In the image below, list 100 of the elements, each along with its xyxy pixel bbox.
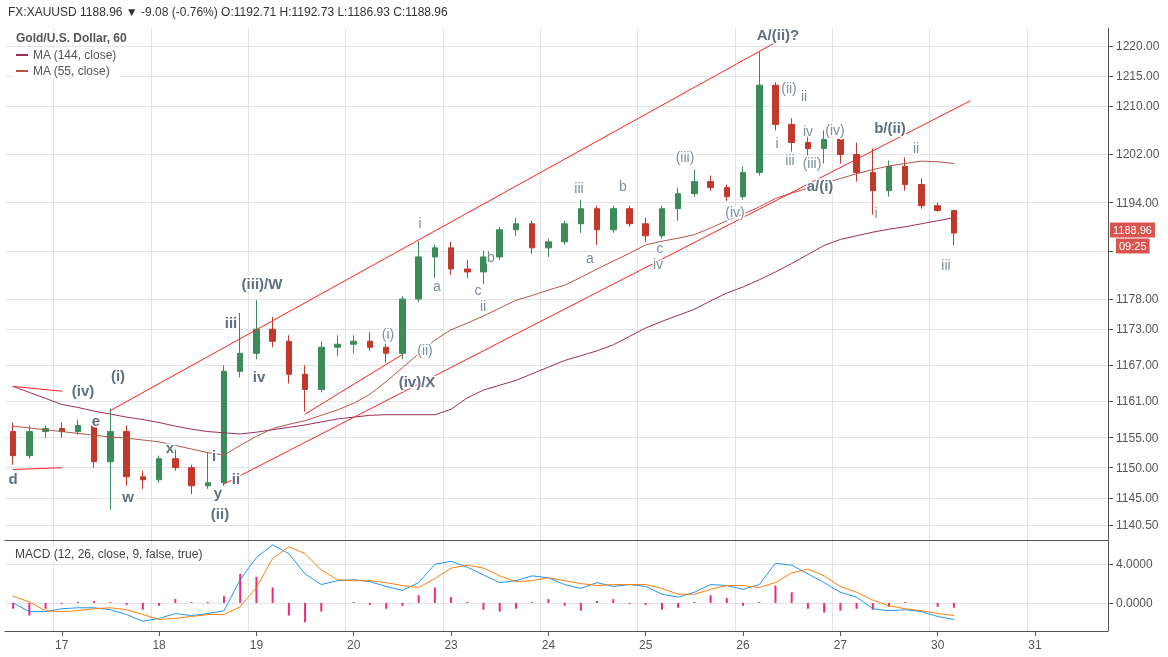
candlestick (156, 455, 162, 484)
y-tick-label: 1140.50 (1116, 517, 1159, 532)
candlestick (318, 340, 325, 393)
annotation: (i) (381, 326, 395, 342)
x-tick-label: 25 (639, 638, 653, 652)
candlestick (934, 202, 941, 213)
bar (401, 602, 404, 606)
candlestick (253, 299, 260, 360)
y-tick-label: 1210.00 (1116, 99, 1160, 114)
candlestick (529, 220, 535, 255)
x-tick-label: 24 (541, 638, 556, 652)
candlestick (772, 81, 779, 131)
candlestick (756, 51, 763, 177)
annotation: (ii) (210, 504, 230, 522)
annotation: d (8, 469, 18, 487)
candlestick (432, 244, 438, 279)
annotation: iii (224, 313, 238, 331)
candlestick (821, 129, 827, 165)
candlestick (707, 175, 714, 192)
bar (855, 602, 858, 609)
y-tick-label: 1178.00 (1116, 292, 1159, 307)
y-tick-label: 1167.00 (1116, 358, 1159, 373)
candlestick (853, 141, 860, 183)
candlestick (545, 238, 552, 258)
y-tick-label: 1150.00 (1116, 460, 1159, 475)
candlestick (918, 178, 925, 210)
candlestick (610, 205, 617, 234)
annotation: b (619, 178, 628, 194)
candlestick (302, 364, 308, 413)
x-tick-label: 30 (931, 638, 945, 652)
y-tick-label: 1194.00 (1116, 195, 1159, 210)
x-tick-label: 19 (249, 638, 264, 652)
candlestick (675, 187, 681, 222)
candlestick (691, 169, 698, 198)
bar (563, 602, 566, 606)
bar (498, 602, 501, 612)
y-tick-label: 1173.00 (1116, 322, 1159, 337)
candlestick (740, 166, 746, 201)
candlestick (886, 160, 892, 198)
candlestick (286, 334, 292, 384)
x-tick-label: 31 (1028, 638, 1042, 652)
bar (774, 585, 777, 603)
annotation: i (418, 215, 422, 231)
bar (806, 602, 809, 609)
candlestick (870, 147, 876, 216)
x-tick-label: 26 (736, 638, 751, 652)
candlestick (172, 449, 179, 472)
candlestick (496, 226, 503, 261)
candlestick (594, 205, 600, 246)
annotation: b/(ii) (874, 118, 906, 136)
candlestick (561, 220, 568, 246)
bar (174, 599, 177, 603)
annotation: x (165, 438, 175, 456)
annotation: iv (802, 123, 814, 139)
y-tick-label: 1202.00 (1116, 147, 1160, 162)
candlestick (334, 334, 341, 357)
y-tick-label: 0.0000 (1116, 595, 1154, 610)
candlestick (659, 205, 665, 240)
bar (433, 587, 436, 603)
y-tick-label: 1145.00 (1116, 490, 1159, 505)
bar (790, 592, 793, 603)
annotation: (iii)/W (241, 274, 284, 292)
bar (677, 602, 680, 608)
candlestick (188, 464, 195, 495)
candlestick (448, 241, 454, 276)
candlestick (221, 364, 227, 487)
candlestick (415, 240, 422, 303)
candlestick (399, 295, 406, 360)
annotation: (ii) (781, 80, 797, 96)
chart-title: FX:XAUUSD 1188.96 ▼ -9.08 (-0.76%) O:1192.71 H:1192.73 L:1186.93 C:1188.96 (8, 5, 449, 19)
candlestick (951, 209, 957, 246)
annotation: w (121, 487, 135, 505)
candlestick (75, 419, 81, 436)
annotation: ii (800, 88, 808, 104)
bar (952, 602, 955, 608)
annotation: a (586, 250, 595, 266)
annotation: e (91, 411, 101, 429)
candlestick (123, 425, 130, 487)
annotation: ii (912, 140, 920, 156)
annotation: b (487, 249, 496, 265)
bar (287, 602, 290, 616)
x-tick-label: 18 (152, 638, 167, 652)
bar (44, 602, 47, 609)
annotation: iii (785, 152, 795, 168)
bar (547, 599, 550, 603)
bar (936, 602, 939, 607)
candlestick (269, 316, 276, 348)
bar (304, 602, 307, 623)
candlestick (350, 334, 357, 354)
bar (839, 602, 842, 611)
candlestick (26, 425, 33, 460)
bar (450, 597, 453, 603)
annotation: iv (252, 367, 266, 385)
annotation: (iv) (725, 204, 745, 220)
bar (660, 602, 663, 610)
annotation: a (433, 278, 442, 294)
bar (239, 573, 242, 603)
bar (141, 602, 144, 610)
chart-subtitle: Gold/U.S. Dollar, 60 (16, 31, 128, 45)
legend-label: MA (55, close) (33, 64, 110, 78)
